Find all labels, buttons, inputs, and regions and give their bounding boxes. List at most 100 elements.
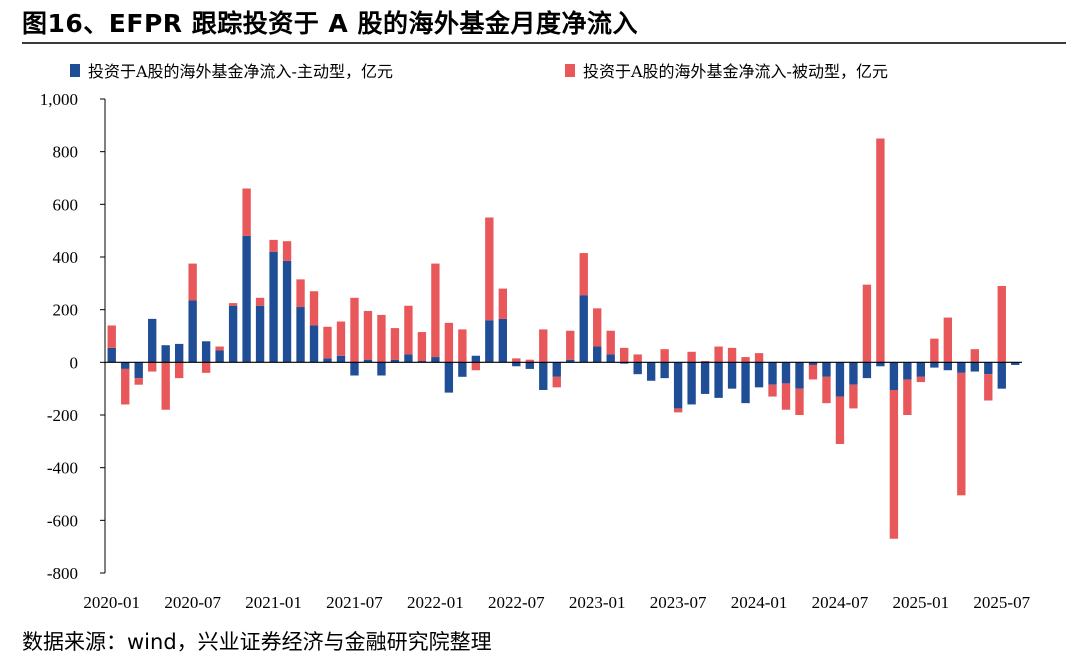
bar-active	[822, 362, 831, 377]
y-tick-label: -600	[47, 511, 78, 530]
bar-passive	[188, 263, 197, 301]
bar-active	[862, 362, 872, 379]
bar-active	[714, 362, 723, 398]
bar-active	[633, 362, 642, 375]
bar-active	[498, 318, 507, 363]
bar-active	[566, 359, 575, 363]
x-tick-label: 2024-07	[812, 593, 869, 612]
x-tick-label: 2021-01	[245, 593, 302, 612]
bar-active	[984, 362, 993, 375]
bar-active	[903, 362, 912, 380]
bar-passive	[431, 263, 440, 358]
y-tick-label: -200	[47, 406, 78, 425]
bar-active	[161, 345, 170, 363]
bar-active	[930, 362, 939, 368]
chart-legend: 投资于A股的海外基金净流入-主动型，亿元 投资于A股的海外基金净流入-被动型，亿…	[0, 56, 1080, 86]
legend-label-active: 投资于A股的海外基金净流入-主动型，亿元	[88, 62, 393, 81]
y-tick-label: -800	[47, 564, 78, 583]
bar-passive	[458, 329, 467, 363]
bar-active	[188, 300, 197, 363]
bar-active	[997, 362, 1006, 389]
x-tick-label: 2021-07	[326, 593, 383, 612]
bar-active	[673, 362, 683, 409]
bar-passive	[134, 378, 143, 385]
bar-active	[390, 359, 400, 363]
bar-active	[700, 362, 710, 394]
bar-active	[444, 362, 454, 393]
bar-active	[741, 362, 750, 404]
bar-passive	[916, 376, 926, 383]
chart-header: 图16、EFPR 跟踪投资于 A 股的海外基金月度净流入	[0, 0, 1080, 46]
bar-passive	[390, 328, 400, 360]
bar-active	[620, 362, 629, 364]
bar-passive	[242, 188, 251, 236]
x-tick-label: 2025-07	[973, 593, 1030, 612]
x-tick-label: 2023-07	[650, 593, 707, 612]
bar-passive	[849, 384, 858, 409]
bar-active	[107, 347, 116, 363]
bar-active	[282, 260, 292, 363]
bar-active	[363, 359, 373, 363]
bar-passive	[363, 310, 373, 360]
bar-passive	[148, 362, 157, 372]
bar-active	[943, 362, 953, 371]
bar-active	[835, 362, 845, 397]
bar-active	[579, 295, 588, 363]
bar-active	[1011, 362, 1020, 365]
bar-passive	[350, 297, 359, 363]
y-tick-label: 400	[53, 248, 79, 267]
bar-passive	[714, 346, 723, 363]
bar-passive	[889, 389, 899, 539]
bar-active	[889, 362, 899, 390]
bar-active	[795, 362, 804, 389]
bar-passive	[822, 376, 831, 404]
bar-passive	[984, 374, 993, 401]
bar-active	[957, 362, 966, 373]
bar-active	[255, 305, 265, 363]
bar-active	[970, 362, 979, 372]
bar-passive	[579, 253, 588, 296]
bar-passive	[795, 388, 804, 415]
bar-passive	[552, 376, 561, 388]
bar-active	[228, 305, 238, 363]
bar-active	[660, 362, 669, 379]
bar-active	[377, 362, 386, 376]
y-tick-label: -400	[47, 459, 78, 478]
bar-active	[687, 362, 696, 405]
bar-passive	[768, 384, 777, 397]
x-tick-label: 2022-01	[407, 593, 464, 612]
bar-active	[471, 355, 481, 363]
bar-passive	[862, 284, 872, 363]
bar-passive	[970, 349, 979, 363]
bar-passive	[404, 305, 413, 355]
y-tick-label: 0	[70, 353, 79, 372]
bar-passive	[174, 362, 184, 379]
bar-passive	[121, 368, 130, 405]
bar-active	[593, 346, 602, 363]
bar-passive	[727, 347, 737, 363]
bar-active	[781, 362, 791, 384]
bar-active	[768, 362, 777, 385]
bar-active	[350, 362, 359, 376]
bar-active	[606, 354, 615, 363]
bar-passive	[903, 379, 912, 415]
bar-passive	[700, 361, 710, 363]
bar-passive	[512, 358, 521, 363]
bar-active	[148, 318, 157, 363]
bar-passive	[296, 279, 305, 308]
bar-passive	[323, 326, 332, 359]
bar-active	[296, 307, 305, 363]
bar-passive	[161, 362, 170, 410]
bar-passive	[687, 351, 696, 363]
bar-active	[646, 362, 656, 381]
bar-active	[552, 362, 561, 377]
y-tick-label: 200	[53, 301, 79, 320]
x-tick-label: 2020-07	[164, 593, 221, 612]
bar-passive	[633, 354, 642, 363]
bar-active	[849, 362, 858, 385]
bar-active	[404, 354, 413, 363]
bar-active	[808, 362, 818, 365]
x-tick-label: 2023-01	[569, 593, 626, 612]
bar-passive	[620, 347, 629, 363]
x-tick-label: 2025-01	[893, 593, 950, 612]
